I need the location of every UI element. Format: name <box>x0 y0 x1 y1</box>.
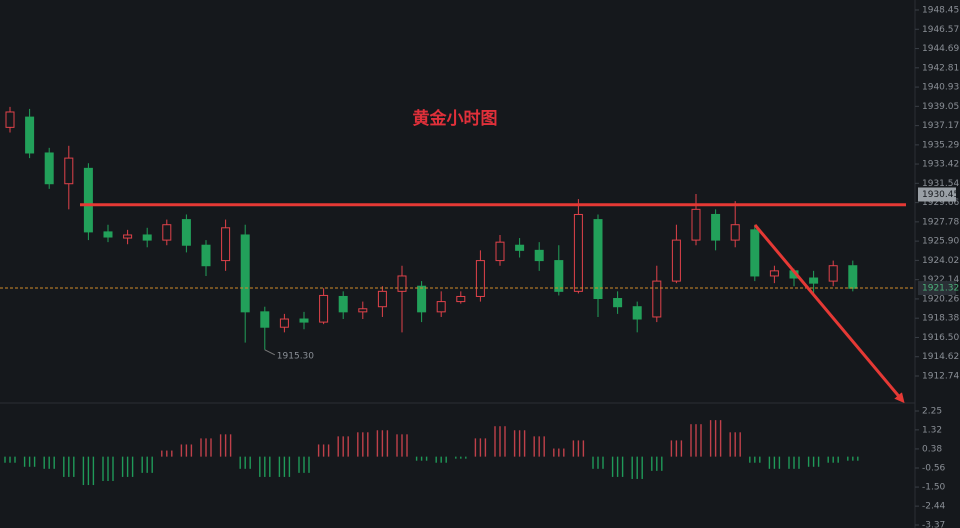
chart-title: 黄金小时图 <box>413 108 498 129</box>
candle-body <box>652 280 662 318</box>
candle-body <box>475 260 485 297</box>
y-tick-label: 1942.81 <box>922 63 959 73</box>
candle-body <box>436 301 446 313</box>
candle-body <box>142 234 152 241</box>
candle-body <box>456 295 466 303</box>
candle-body <box>83 167 93 233</box>
candle-body <box>848 265 858 289</box>
candle-body <box>632 306 642 320</box>
candle-body <box>260 311 270 328</box>
candle-body <box>181 219 191 246</box>
candle-body <box>358 308 368 313</box>
candle-body <box>534 249 544 262</box>
y-tick-label: 1927.78 <box>922 217 959 227</box>
candle-body <box>64 157 74 185</box>
candle-body <box>377 290 387 308</box>
candle-body <box>299 318 309 323</box>
candle-body <box>613 298 623 308</box>
y-tick-label: 1933.42 <box>922 160 959 170</box>
y-tick-label: 1948.45 <box>922 6 959 16</box>
candle-body <box>319 294 329 323</box>
candle-body <box>495 241 505 262</box>
y-tick-label: 1920.26 <box>922 294 959 304</box>
low-annotation: 1915.30 <box>277 351 314 361</box>
y-tick-label: 1922.14 <box>922 275 959 285</box>
y-tick-label: 1912.74 <box>922 372 959 382</box>
candle-body <box>691 208 701 241</box>
candle-body <box>828 265 838 282</box>
last-price-label: 1921.32 <box>922 284 959 294</box>
candle-body <box>397 275 407 292</box>
candle-body <box>25 116 35 154</box>
y-tick-label: 1935.29 <box>922 140 959 150</box>
candle-body <box>671 239 681 282</box>
y-tick-label: 1944.69 <box>922 44 959 54</box>
candle-body <box>711 213 721 241</box>
plot-layer: 1948.45 1946.57 1944.69 1942.81 1940.93 1939.… <box>0 6 959 528</box>
y-tick-label: 1931.54 <box>922 179 959 189</box>
candle-body <box>593 219 603 300</box>
marker-price-label: 1930.45 <box>922 190 959 200</box>
marker-price-box <box>918 187 956 202</box>
candle-body <box>730 224 740 241</box>
candle-body <box>573 213 583 292</box>
candle-body <box>515 244 525 251</box>
candle-body <box>44 152 54 185</box>
y-tick-label: -2.44 <box>922 502 946 512</box>
y-tick-label: 1940.93 <box>922 83 959 93</box>
y-tick-label: -1.50 <box>922 483 946 493</box>
y-tick-label: 1937.17 <box>922 121 959 131</box>
y-tick-label: -3.37 <box>922 521 945 528</box>
candle-body <box>201 244 211 267</box>
y-tick-label: 1916.50 <box>922 333 959 343</box>
y-tick-label: 1946.57 <box>922 25 959 35</box>
y-tick-label: -0.56 <box>922 464 946 474</box>
y-tick-label: 1929.66 <box>922 198 959 208</box>
candle-body <box>221 227 231 262</box>
low-annotation-leader <box>264 349 276 356</box>
y-tick-label: 1925.90 <box>922 237 959 247</box>
candle-body <box>240 234 250 313</box>
y-tick-label: 1918.38 <box>922 314 959 324</box>
y-tick-label: 1939.05 <box>922 102 959 112</box>
candle-body <box>338 295 348 313</box>
candle-body <box>750 229 760 277</box>
last-price-box <box>918 281 956 296</box>
y-tick-label: 1914.62 <box>922 352 959 362</box>
candle-body <box>769 270 779 277</box>
candle-body <box>809 277 819 284</box>
candle-body <box>554 260 564 292</box>
candle-body <box>5 111 15 128</box>
y-tick-label: 1.32 <box>922 425 942 435</box>
y-tick-label: 2.25 <box>922 407 942 417</box>
candle-body <box>279 318 289 328</box>
candle-body <box>103 231 113 238</box>
candle-body <box>417 285 427 313</box>
candle-body <box>162 224 172 241</box>
y-tick-label: 1924.02 <box>922 256 959 266</box>
trend-arrow <box>753 224 905 404</box>
y-tick-label: 0.38 <box>922 444 942 454</box>
candle-body <box>123 234 133 239</box>
